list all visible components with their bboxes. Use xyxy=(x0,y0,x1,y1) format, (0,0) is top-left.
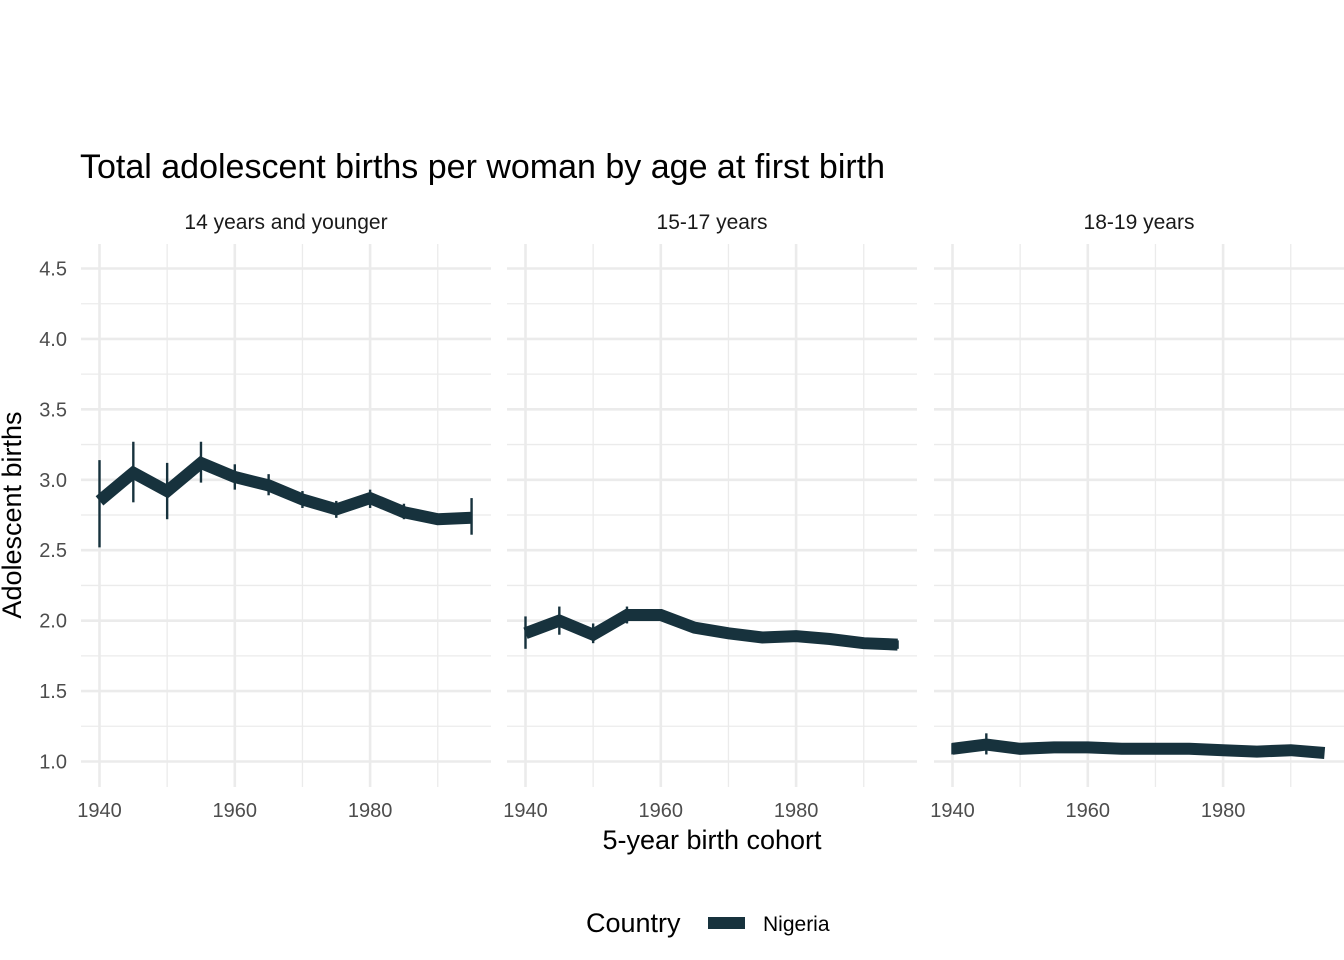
y-tick-label: 1.5 xyxy=(39,681,67,703)
y-tick-label: 1.0 xyxy=(39,752,67,774)
x-tick-label: 1960 xyxy=(1066,800,1111,822)
series-line-nigeria xyxy=(951,738,1326,759)
chart-title: Total adolescent births per woman by age… xyxy=(80,148,885,186)
facet-panel-2: 15-17 years 1940 1960 1980 xyxy=(503,211,917,822)
legend-title: Country xyxy=(586,908,681,938)
y-tick-label: 3.0 xyxy=(39,470,67,492)
x-tick-label: 1980 xyxy=(774,800,819,822)
facet-panel-3: 18-19 years 1940 1960 1980 xyxy=(930,211,1344,822)
series-line-nigeria xyxy=(523,609,898,651)
x-tick-label: 1940 xyxy=(77,800,122,822)
y-tick-label: 4.5 xyxy=(39,259,67,281)
y-axis-title: Adolescent births xyxy=(0,411,27,618)
facet-panels: 1.0 1.5 2.0 2.5 3.0 3.5 4.0 4.5 14 years and you… xyxy=(39,211,1344,822)
facet-strip-label: 15-17 years xyxy=(657,211,768,234)
y-tick-label: 4.0 xyxy=(39,329,67,351)
y-tick-label: 2.0 xyxy=(39,611,67,633)
y-tick-label: 2.5 xyxy=(39,540,67,562)
legend-label-nigeria: Nigeria xyxy=(763,913,830,936)
x-tick-label: 1980 xyxy=(1201,800,1246,822)
facet-strip-label: 14 years and younger xyxy=(184,211,387,234)
legend-key-nigeria xyxy=(708,917,745,929)
x-tick-label: 1940 xyxy=(930,800,975,822)
series-line-nigeria xyxy=(95,455,472,526)
x-tick-label: 1940 xyxy=(503,800,548,822)
x-tick-label: 1960 xyxy=(639,800,684,822)
legend: Country Nigeria xyxy=(586,908,830,938)
facet-panel-1: 14 years and younger 1940 1960 1980 xyxy=(77,211,491,822)
x-tick-label: 1980 xyxy=(348,800,393,822)
x-tick-label: 1960 xyxy=(213,800,258,822)
x-axis-title: 5-year birth cohort xyxy=(602,825,822,855)
y-tick-label: 3.5 xyxy=(39,399,67,421)
facet-strip-label: 18-19 years xyxy=(1084,211,1195,234)
